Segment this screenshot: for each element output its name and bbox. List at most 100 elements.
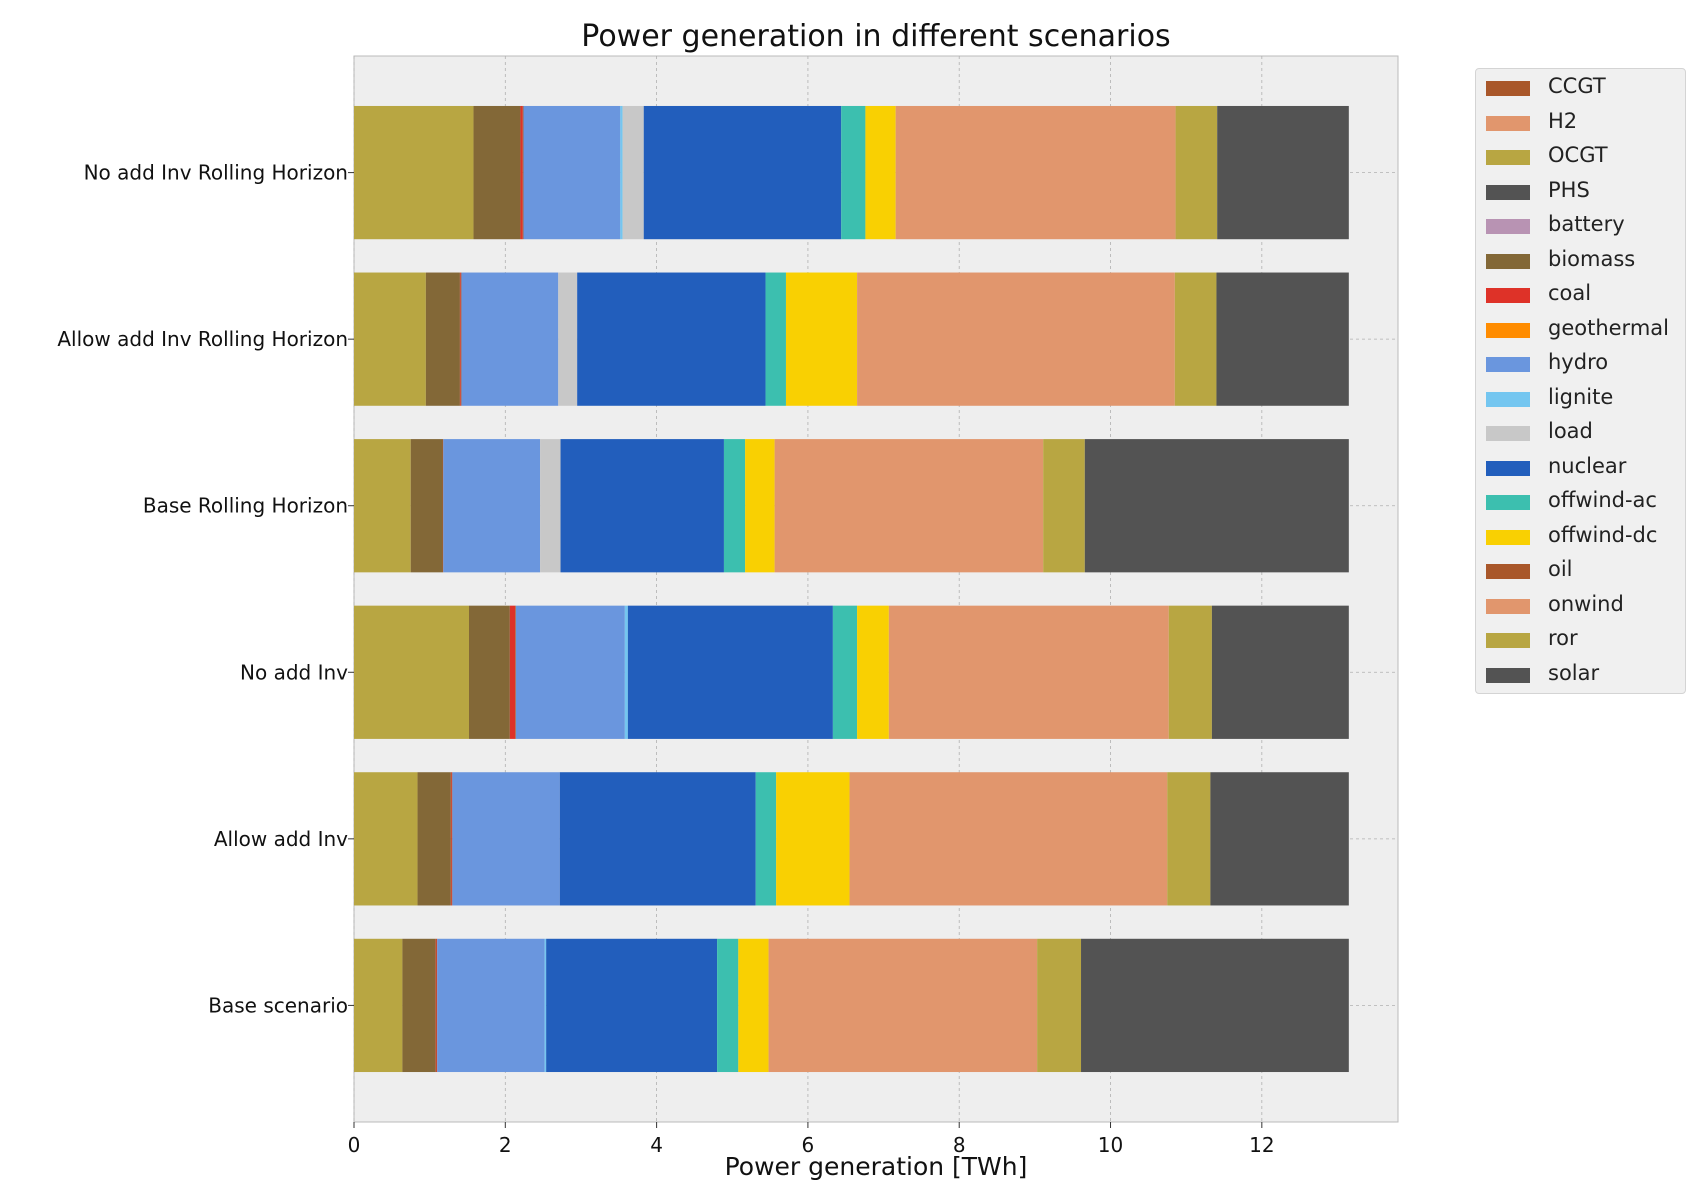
legend-item: lignite (1476, 382, 1685, 416)
bar-segment-offwind-dc (776, 772, 850, 906)
legend-swatch (1486, 184, 1530, 200)
bar-segment-oil (522, 105, 524, 240)
bar-segment-offwind-dc (857, 605, 889, 739)
bar-segment-nuclear (560, 439, 724, 573)
x-tick-label: 0 (348, 1133, 361, 1157)
legend-label: CCGT (1548, 74, 1606, 98)
bar-segment-onwind (895, 105, 1176, 240)
legend-swatch (1486, 529, 1530, 545)
bar-segment-ror (1043, 439, 1085, 573)
bar-segment-biomass (410, 439, 443, 573)
legend-label: ror (1548, 626, 1578, 650)
legend-label: onwind (1548, 591, 1624, 616)
bar-segment-hydro (443, 439, 541, 573)
legend-label: solar (1548, 660, 1600, 685)
bar-segment-solar (1210, 772, 1349, 906)
y-tick-label: Allow add Inv Rolling Horizon (57, 327, 348, 351)
legend-label: load (1548, 419, 1593, 443)
bar-segment-solar (1084, 439, 1349, 573)
bar-segment-solar (1211, 605, 1349, 739)
bar-segment-lignite (620, 105, 623, 240)
legend-label: hydro (1548, 350, 1609, 374)
bar-segment-coal (435, 938, 437, 1073)
legend-item: biomass (1476, 244, 1685, 278)
legend-item: ror (1476, 623, 1685, 657)
bar-segment-oil (442, 439, 444, 573)
y-tick-labels: No add Inv Rolling Horizon Allow add Inv … (57, 161, 354, 1017)
legend-swatch (1486, 219, 1530, 234)
legend-swatch (1486, 495, 1530, 510)
bar-segment-ocgt (354, 272, 426, 406)
bar-segment-ror (1037, 938, 1082, 1073)
bar-segment-solar (1217, 105, 1349, 240)
bar-segment-hydro (452, 772, 560, 906)
legend-item: CCGT (1476, 71, 1685, 105)
y-tick-label: Allow add Inv (214, 827, 348, 851)
legend-item: hydro (1476, 347, 1685, 381)
y-tick-label: Base scenario (208, 993, 348, 1017)
bar-segment-oil (436, 938, 438, 1073)
legend-label: lignite (1548, 384, 1614, 409)
legend-swatch (1486, 357, 1530, 372)
legend-swatch (1486, 460, 1530, 476)
legend-item: onwind (1476, 589, 1685, 623)
bar-segment-hydro (523, 105, 621, 240)
legend-item: oil (1476, 554, 1685, 588)
bar-segment-hydro (437, 938, 545, 1073)
bar-segment-nuclear (643, 105, 842, 240)
bar-segment-solar (1216, 272, 1349, 406)
bar-segment-ror (1168, 605, 1212, 739)
bar-segment-coal (459, 272, 461, 406)
bar-segment-nuclear (559, 772, 756, 906)
legend-swatch (1486, 150, 1530, 165)
bar-segment-onwind (857, 272, 1175, 406)
legend-swatch (1486, 667, 1530, 683)
y-tick-label: No add Inv (240, 660, 348, 684)
legend-label: H2 (1548, 108, 1578, 133)
legend-item: load (1476, 416, 1685, 450)
bar-segment-offwind-dc (745, 439, 775, 573)
bar-segment-ror (1174, 272, 1217, 406)
legend-label: nuclear (1548, 453, 1627, 478)
bar-segment-ocgt (354, 938, 403, 1073)
legend-label: biomass (1548, 246, 1636, 271)
legend-item: offwind-dc (1476, 520, 1685, 554)
x-tick-label: 2 (499, 1133, 512, 1157)
bar-segment-biomass (468, 605, 510, 739)
legend-item: solar (1476, 658, 1685, 692)
bar-segment-offwind-ac (755, 772, 777, 906)
chart-title: Power generation in different scenarios (581, 19, 1170, 54)
bar-segment-oil (515, 605, 516, 739)
bar-segment-offwind-dc (738, 938, 769, 1073)
legend-label: PHS (1548, 177, 1590, 202)
bar-segment-offwind-ac (765, 272, 786, 406)
legend-swatch (1486, 564, 1530, 579)
bar-segment-offwind-ac (717, 938, 739, 1073)
bar-segment-load (540, 439, 561, 573)
legend-swatch (1486, 288, 1530, 303)
bar-segment-onwind (774, 439, 1044, 573)
x-axis-label: Power generation [TWh] (725, 1152, 1028, 1181)
bars (354, 105, 1349, 1073)
legend-swatch (1486, 253, 1530, 269)
legend-label: battery (1548, 212, 1625, 236)
bar-segment-nuclear (627, 605, 833, 739)
x-tick-label: 12 (1249, 1133, 1274, 1157)
bar-segment-coal (509, 605, 516, 739)
legend-swatch (1486, 391, 1530, 407)
y-tick-label: Base Rolling Horizon (143, 494, 348, 518)
legend-label: oil (1548, 557, 1573, 581)
bar-segment-biomass (425, 272, 460, 406)
bar-segment-onwind (849, 772, 1168, 906)
bar-segment-ror (1167, 772, 1211, 906)
legend-item: geothermal (1476, 313, 1685, 347)
bar-segment-lignite (624, 605, 628, 739)
x-tick-label: 4 (650, 1133, 663, 1157)
bar-segment-load (622, 105, 644, 240)
bar-segment-offwind-dc (785, 272, 858, 406)
bar-segment-offwind-dc (865, 105, 896, 240)
bar-segment-offwind-ac (832, 605, 858, 739)
bar-segment-offwind-ac (841, 105, 866, 240)
bar-segment-offwind-ac (723, 439, 746, 573)
